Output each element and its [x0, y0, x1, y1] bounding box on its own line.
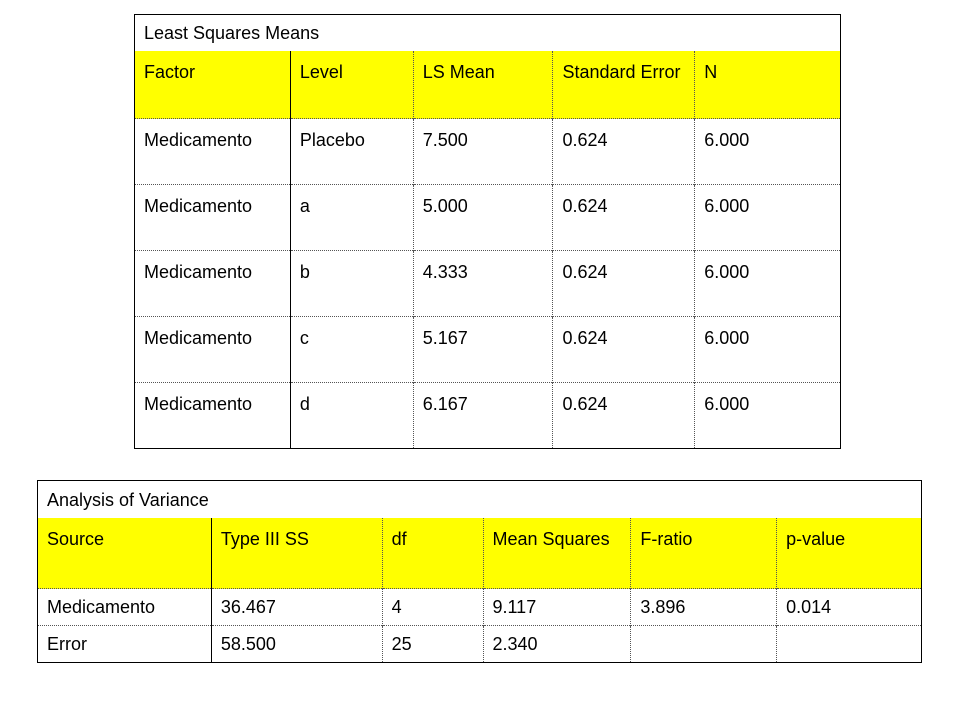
lsm-cell-standard-error: 0.624 — [552, 184, 695, 251]
anova-header-source: Source — [37, 517, 212, 589]
anova-cell-mean-squares: 9.117 — [482, 588, 631, 626]
lsm-header-standard-error: Standard Error — [552, 50, 695, 119]
anova-title: Analysis of Variance — [47, 490, 209, 510]
lsm-header-factor: Factor — [134, 50, 291, 119]
lsm-cell-standard-error: 0.624 — [552, 382, 695, 449]
lsm-cell-level: d — [289, 382, 414, 449]
lsm-cell-factor: Medicamento — [134, 184, 291, 251]
lsm-header-ls-mean: LS Mean — [412, 50, 553, 119]
anova-title-row: Analysis of Variance — [38, 481, 922, 518]
anova-header-f-ratio: F-ratio — [630, 517, 777, 589]
anova-cell-df: 25 — [381, 625, 483, 663]
lsm-cell-level: b — [289, 250, 414, 317]
table-row: Medicamento 36.467 4 9.117 3.896 0.014 — [37, 588, 922, 626]
lsm-cell-factor: Medicamento — [134, 250, 291, 317]
anova-header-type-iii-ss: Type III SS — [210, 517, 383, 589]
lsm-cell-n: 6.000 — [694, 118, 841, 185]
anova-cell-mean-squares: 2.340 — [482, 625, 631, 663]
table-row: Medicamento d 6.167 0.624 6.000 — [134, 382, 841, 449]
lsm-cell-ls-mean: 5.167 — [412, 316, 553, 383]
lsm-cell-standard-error: 0.624 — [552, 316, 695, 383]
lsm-cell-n: 6.000 — [694, 382, 841, 449]
lsm-cell-ls-mean: 7.500 — [412, 118, 553, 185]
table-row: Medicamento Placebo 7.500 0.624 6.000 — [134, 118, 841, 185]
lsm-cell-level: Placebo — [289, 118, 414, 185]
lsm-cell-level: c — [289, 316, 414, 383]
lsm-cell-factor: Medicamento — [134, 118, 291, 185]
anova-cell-p-value — [776, 625, 922, 663]
lsm-cell-n: 6.000 — [694, 184, 841, 251]
anova-header-mean-squares: Mean Squares — [482, 517, 631, 589]
lsm-cell-factor: Medicamento — [134, 316, 291, 383]
lsm-title-row: Least Squares Means — [135, 15, 841, 51]
anova-header-df: df — [381, 517, 483, 589]
anova-cell-p-value: 0.014 — [776, 588, 922, 626]
anova-cell-type-iii-ss: 36.467 — [210, 588, 383, 626]
least-squares-means-table: Least Squares Means Factor Level LS Mean… — [134, 14, 841, 449]
lsm-header-level: Level — [289, 50, 414, 119]
anova-cell-type-iii-ss: 58.500 — [210, 625, 383, 663]
lsm-header-n: N — [694, 50, 841, 119]
lsm-cell-standard-error: 0.624 — [552, 118, 695, 185]
analysis-of-variance-table: Analysis of Variance Source Type III SS … — [37, 480, 922, 663]
lsm-cell-ls-mean: 4.333 — [412, 250, 553, 317]
anova-cell-df: 4 — [381, 588, 483, 626]
lsm-title: Least Squares Means — [144, 23, 320, 43]
anova-cell-f-ratio: 3.896 — [630, 588, 777, 626]
anova-cell-source: Error — [37, 625, 212, 663]
anova-header-p-value: p-value — [776, 517, 922, 589]
anova-cell-source: Medicamento — [37, 588, 212, 626]
anova-cell-f-ratio — [630, 625, 777, 663]
lsm-cell-level: a — [289, 184, 414, 251]
lsm-cell-factor: Medicamento — [134, 382, 291, 449]
table-row: Medicamento c 5.167 0.624 6.000 — [134, 316, 841, 383]
anova-header-row: Source Type III SS df Mean Squares F-rat… — [37, 517, 922, 589]
lsm-header-row: Factor Level LS Mean Standard Error N — [134, 50, 841, 119]
table-row: Medicamento a 5.000 0.624 6.000 — [134, 184, 841, 251]
lsm-cell-standard-error: 0.624 — [552, 250, 695, 317]
lsm-cell-ls-mean: 5.000 — [412, 184, 553, 251]
lsm-cell-n: 6.000 — [694, 250, 841, 317]
table-row: Error 58.500 25 2.340 — [37, 625, 922, 663]
table-row: Medicamento b 4.333 0.624 6.000 — [134, 250, 841, 317]
lsm-cell-n: 6.000 — [694, 316, 841, 383]
lsm-cell-ls-mean: 6.167 — [412, 382, 553, 449]
